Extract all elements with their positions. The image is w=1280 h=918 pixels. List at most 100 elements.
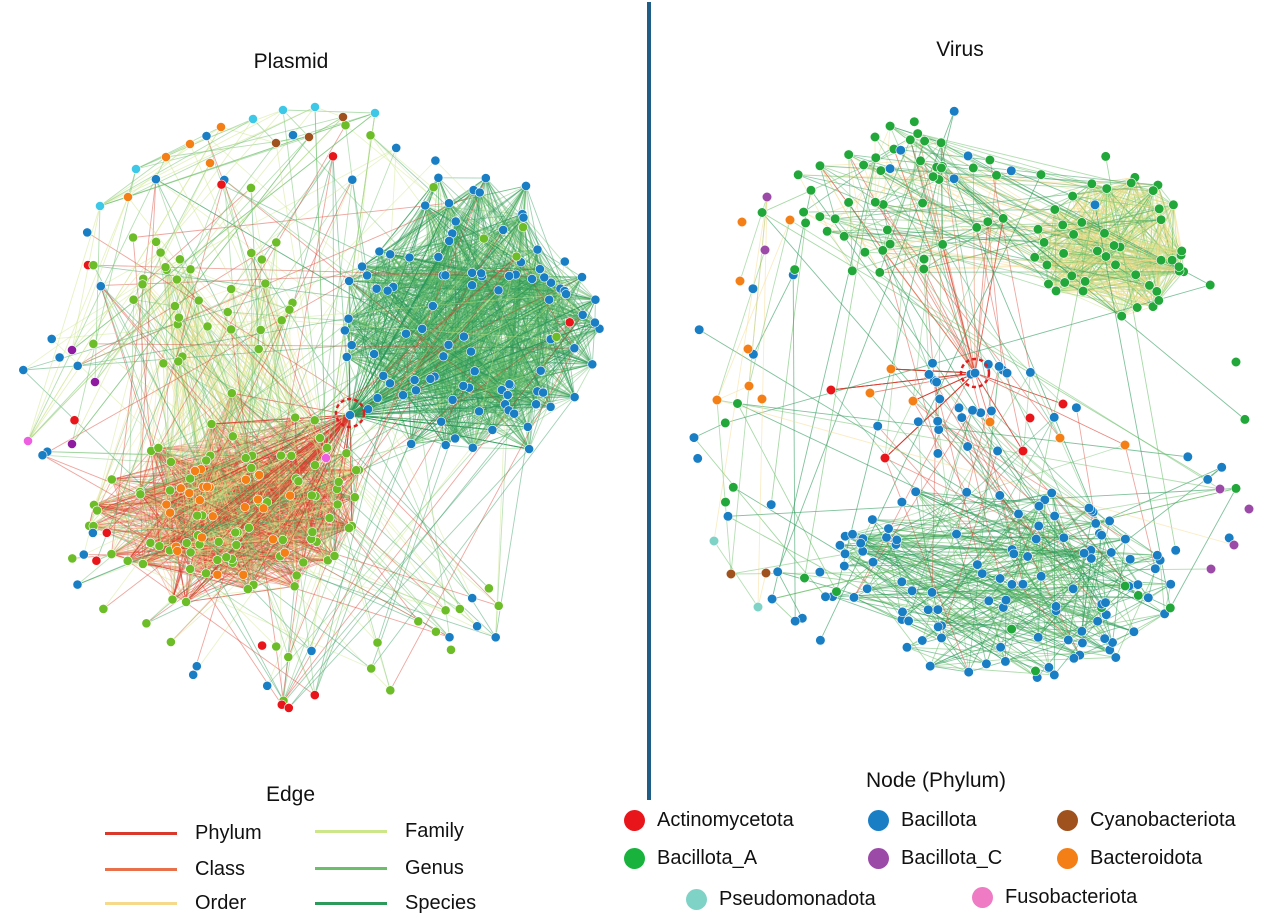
network-edge <box>378 251 407 334</box>
network-node <box>18 365 29 375</box>
network-edge <box>452 363 593 401</box>
network-edge <box>348 192 481 320</box>
network-edge <box>111 479 144 565</box>
network-edge <box>478 282 552 412</box>
network-edge <box>189 467 252 570</box>
network-edge <box>294 417 298 576</box>
network-edge <box>349 280 565 292</box>
network-node <box>173 312 184 323</box>
network-edge <box>508 299 550 411</box>
network-edge <box>440 387 470 422</box>
network-edge <box>205 532 238 574</box>
network-edge <box>379 251 593 365</box>
network-edge <box>480 273 538 392</box>
network-edge <box>424 205 450 242</box>
network-edge <box>414 275 444 381</box>
network-node <box>427 300 438 311</box>
virus-panel-title: Virus <box>936 38 984 61</box>
network-edge <box>348 280 506 405</box>
network-edge <box>232 435 330 519</box>
network-edge <box>346 290 565 358</box>
network-edge <box>111 553 249 590</box>
network-edge <box>351 268 541 346</box>
network-edge <box>294 417 297 479</box>
network-edge <box>445 268 540 276</box>
network-edge <box>472 272 596 301</box>
network-edge <box>209 393 233 456</box>
network-node <box>310 102 320 112</box>
network-edge <box>139 491 249 590</box>
network-edge <box>474 347 575 372</box>
network-edge <box>248 527 304 563</box>
network-node <box>106 474 117 485</box>
network-edge <box>491 262 522 430</box>
network-node <box>122 555 133 566</box>
network-edge <box>366 177 487 276</box>
network-edge <box>189 393 233 479</box>
network-edge <box>479 192 524 218</box>
network-edge <box>186 542 297 576</box>
network-edge <box>409 257 447 446</box>
network-edge <box>448 217 524 346</box>
network-edge <box>463 336 530 450</box>
network-edge <box>93 504 187 544</box>
network-edge <box>480 213 523 274</box>
network-edge <box>537 249 561 289</box>
network-edge <box>470 314 583 353</box>
network-node <box>444 198 454 209</box>
network-node <box>444 235 455 246</box>
network-edge <box>478 314 584 412</box>
network-edge <box>525 185 545 278</box>
network-edge <box>189 478 198 516</box>
network-edge <box>480 273 537 405</box>
network-edge <box>172 469 360 600</box>
network-edge <box>203 455 282 488</box>
network-edge <box>295 478 313 533</box>
network-edge <box>244 507 254 585</box>
network-node <box>447 394 458 405</box>
network-edge <box>150 467 252 544</box>
network-edge <box>235 544 254 585</box>
network-edge <box>150 450 329 561</box>
network-edge <box>348 205 426 319</box>
network-edge <box>472 411 480 448</box>
network-edge <box>441 410 480 423</box>
network-edge <box>217 559 254 586</box>
network-edge <box>378 251 389 291</box>
network-edge <box>455 221 499 291</box>
network-edge <box>515 274 576 398</box>
network-node <box>212 569 223 580</box>
network-edge <box>432 276 583 307</box>
network-edge <box>361 266 417 391</box>
network-edge <box>414 221 457 381</box>
network-edge <box>468 290 565 389</box>
network-edge <box>527 328 600 428</box>
network-edge <box>263 507 329 561</box>
network-edge <box>468 278 533 388</box>
network-edge <box>203 437 321 488</box>
network-edge <box>362 266 473 274</box>
network-edge <box>440 351 472 422</box>
network-edge <box>550 288 561 407</box>
network-node <box>346 340 357 350</box>
network-edge <box>294 496 356 587</box>
network-edge <box>242 420 316 575</box>
network-edge <box>441 410 480 423</box>
network-edge <box>455 221 545 278</box>
network-node <box>483 583 494 594</box>
network-edge <box>442 275 538 392</box>
network-node <box>154 541 165 551</box>
network-node <box>310 460 320 470</box>
network-edge <box>344 328 423 331</box>
network-edge <box>373 256 439 355</box>
network-edge <box>522 213 596 300</box>
network-edge <box>175 546 218 576</box>
network-node <box>171 274 182 285</box>
network-edge <box>93 504 237 546</box>
network-edge <box>166 504 317 543</box>
network-edge <box>366 275 470 389</box>
network-edge <box>421 328 538 392</box>
network-edge <box>170 461 188 544</box>
network-edge <box>448 203 538 392</box>
network-edge <box>440 356 444 422</box>
